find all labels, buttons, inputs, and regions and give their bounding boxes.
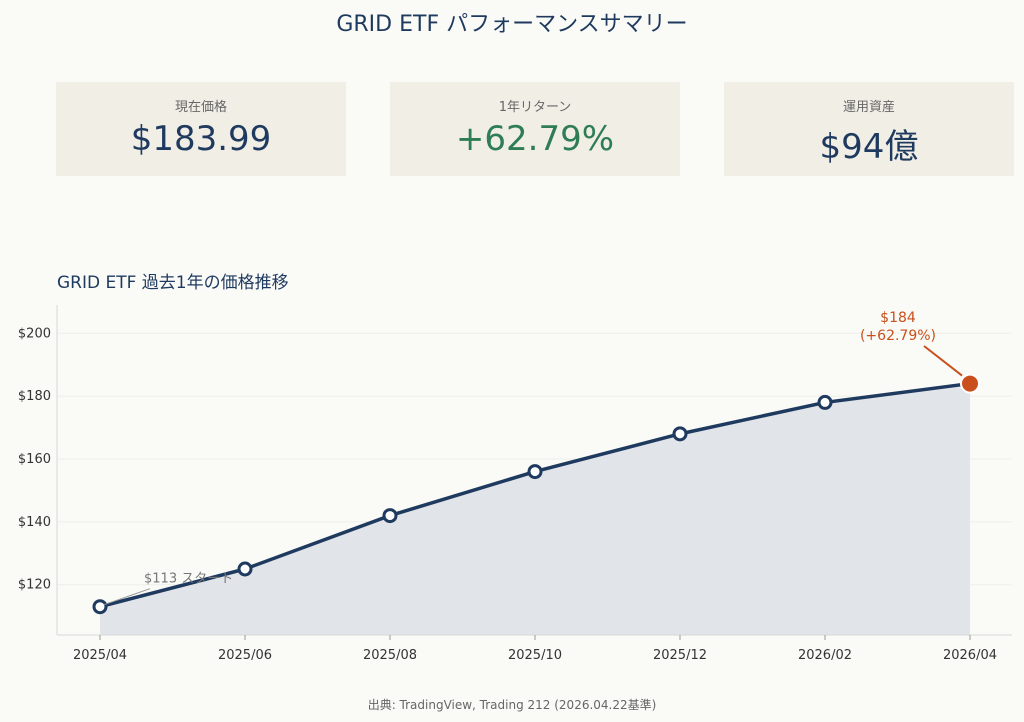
end-annotation-price: $184 [880, 310, 916, 326]
y-tick-label: $140 [18, 515, 51, 530]
card-value: +62.79% [455, 119, 615, 159]
annotations: $113 スタート $184 (+62.79%) [103, 310, 963, 606]
x-tick-label: 2025/04 [73, 648, 127, 663]
x-tick-label: 2025/10 [508, 648, 562, 663]
y-tick-label: $200 [18, 326, 51, 341]
chart-title: GRID ETF 過去1年の価格推移 [57, 273, 289, 293]
card-label: 現在価格 [174, 100, 227, 115]
page-title: GRID ETF パフォーマンスサマリー [336, 12, 688, 37]
end-annotation-return: (+62.79%) [860, 328, 936, 344]
x-tick-label: 2025/12 [653, 648, 707, 663]
data-point [92, 599, 108, 615]
card-value: $94億 [819, 127, 919, 167]
card-one-year-return: 1年リターン +62.79% [390, 82, 680, 176]
data-point [527, 464, 543, 480]
x-tick-label: 2025/06 [218, 648, 272, 663]
x-tick-label: 2025/08 [363, 648, 417, 663]
end-annotation-arrow [923, 345, 963, 377]
data-point [382, 508, 398, 524]
start-annotation-arrow [103, 588, 151, 606]
data-points [92, 373, 980, 615]
y-ticks: $120 $140 $160 $180 $200 [18, 326, 51, 592]
card-label: 運用資産 [842, 100, 895, 115]
area-fill [100, 383, 970, 635]
card-current-price: 現在価格 $183.99 [56, 82, 346, 176]
data-point [237, 561, 253, 577]
x-ticks: 2025/04 2025/06 2025/08 2025/10 2025/12 2026/… [73, 635, 997, 663]
y-tick-label: $160 [18, 452, 51, 467]
start-annotation: $113 スタート [144, 572, 233, 587]
x-tick-label: 2026/04 [943, 648, 997, 663]
source-note: 出典: TradingView, Trading 212 (2026.04.22… [367, 698, 657, 712]
x-tick-label: 2026/02 [798, 648, 852, 663]
y-tick-label: $180 [18, 389, 51, 404]
card-label: 1年リターン [498, 100, 572, 115]
card-aum: 運用資産 $94億 [724, 82, 1014, 176]
card-value: $183.99 [130, 119, 272, 159]
data-point [672, 426, 688, 442]
y-tick-label: $120 [18, 578, 51, 593]
data-point [817, 394, 833, 410]
data-point-latest [960, 373, 980, 394]
